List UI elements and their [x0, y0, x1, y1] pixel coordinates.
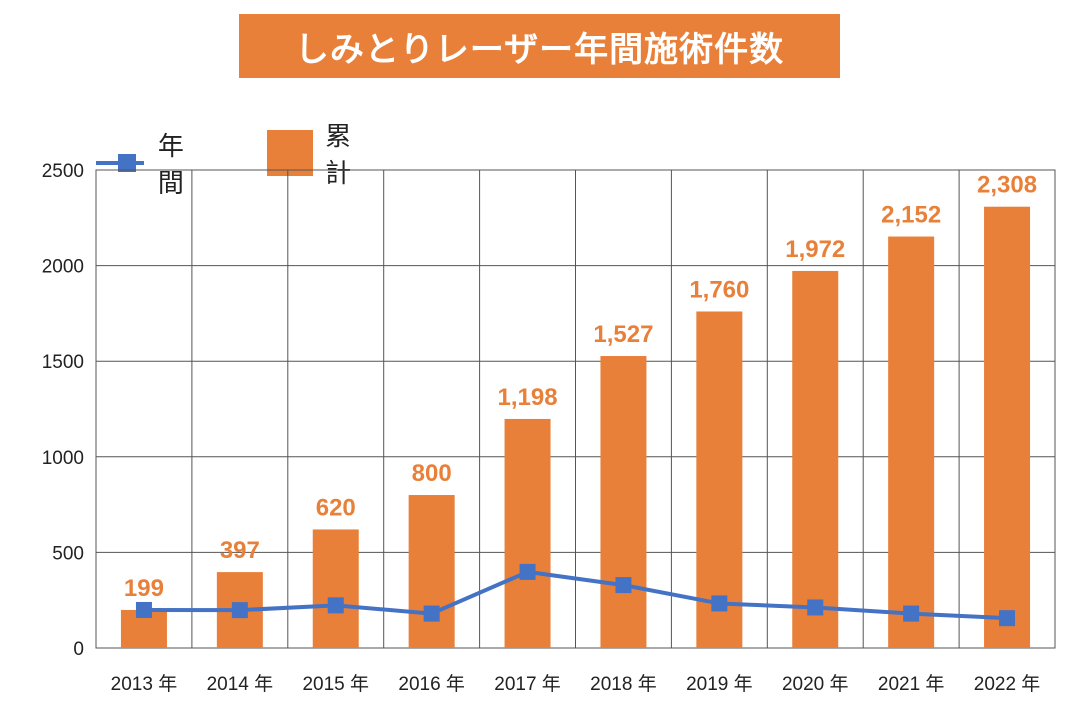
- x-tick-label: 2015 年: [302, 673, 369, 695]
- line-point: [135, 601, 152, 618]
- bar: [504, 418, 551, 648]
- bar: [312, 529, 359, 648]
- data-label: 2,308: [977, 172, 1037, 199]
- legend-item-cumulative: 累計: [267, 116, 365, 190]
- bar: [408, 495, 455, 648]
- line-point: [807, 599, 824, 616]
- y-tick-label: 1500: [42, 352, 84, 373]
- bar: [792, 270, 839, 648]
- x-tick-label: 2019 年: [686, 673, 753, 695]
- line-point: [711, 595, 728, 612]
- x-tick-label: 2017 年: [494, 673, 561, 695]
- y-tick-label: 2000: [42, 257, 84, 278]
- legend-label-annual: 年間: [157, 132, 184, 199]
- annual-line: [143, 569, 1008, 621]
- data-label: 1,972: [785, 236, 845, 263]
- y-tick-label: 0: [73, 639, 84, 660]
- y-tick-label: 1000: [42, 448, 84, 469]
- line-point: [423, 605, 440, 622]
- bar: [888, 236, 935, 648]
- data-label: 800: [412, 460, 452, 487]
- line-point: [615, 577, 632, 594]
- line-point: [231, 602, 248, 619]
- data-label: 1,527: [593, 321, 653, 348]
- y-tick-label: 500: [52, 543, 84, 564]
- data-label: 1,760: [689, 276, 749, 303]
- bar: [600, 356, 647, 648]
- bar: [696, 311, 743, 648]
- x-tick-label: 2018 年: [590, 673, 657, 695]
- line-point: [999, 610, 1016, 627]
- y-tick-label: 2500: [42, 161, 84, 182]
- line-point: [519, 563, 536, 580]
- legend-label-cumulative: 累計: [325, 122, 352, 189]
- data-label: 2,152: [881, 202, 941, 229]
- data-label: 397: [220, 537, 260, 564]
- x-tick-label: 2022 年: [974, 673, 1041, 695]
- chart-title: しみとりレーザー年間施術件数: [239, 14, 840, 78]
- data-label: 620: [316, 494, 356, 521]
- legend-line-marker-icon: [96, 154, 144, 172]
- line-point: [903, 605, 920, 622]
- x-tick-label: 2020 年: [782, 673, 849, 695]
- x-tick-label: 2016 年: [398, 673, 465, 695]
- x-tick-label: 2014 年: [207, 673, 274, 695]
- data-label: 1,198: [498, 384, 558, 411]
- bar: [984, 206, 1031, 649]
- x-tick-label: 2013 年: [111, 673, 178, 695]
- legend-bar-swatch-icon: [267, 130, 314, 176]
- legend-item-annual: 年間: [96, 126, 198, 200]
- data-label: 199: [124, 575, 164, 602]
- x-tick-label: 2021 年: [878, 673, 945, 695]
- line-point: [327, 597, 344, 614]
